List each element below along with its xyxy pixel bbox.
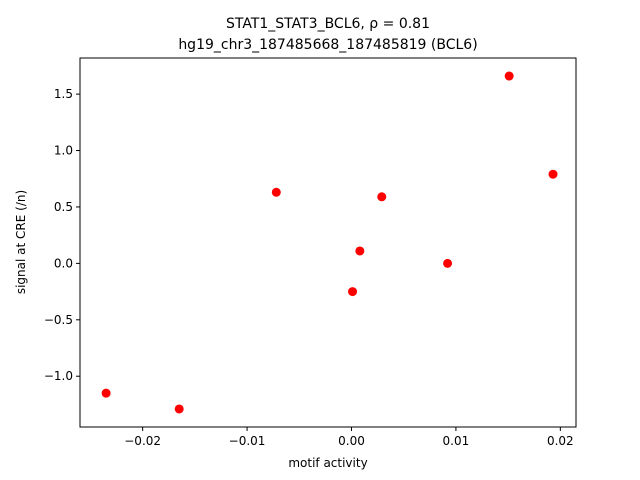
data-point: [174, 404, 184, 414]
x-tick-label: 0.01: [443, 434, 470, 448]
y-tick-label: 1.0: [54, 144, 73, 158]
plot-area-frame: [79, 57, 577, 428]
data-point: [348, 287, 358, 297]
data-point: [101, 388, 111, 398]
y-tick-label: −1.0: [44, 369, 73, 383]
data-points: [101, 71, 558, 414]
chart-title-line1: STAT1_STAT3_BCL6, ρ = 0.81: [226, 16, 430, 32]
data-point: [443, 258, 453, 268]
x-tick-label: −0.01: [229, 434, 266, 448]
x-tick-label: −0.02: [124, 434, 161, 448]
x-axis-label: motif activity: [288, 456, 367, 470]
x-tick-label: 0.02: [547, 434, 574, 448]
data-point: [504, 71, 514, 81]
y-tick-label: −0.5: [44, 313, 73, 327]
data-point: [548, 169, 558, 179]
y-axis-label: signal at CRE (/n): [14, 190, 28, 294]
x-tick-label: 0.00: [338, 434, 365, 448]
data-point: [377, 192, 387, 202]
axis-ticks: −0.02 −0.01 0.00 0.01 0.02 −1.0 −0.5 0.0 0.5 1.0 1…: [44, 87, 574, 448]
y-tick-label: 0.0: [54, 256, 73, 270]
data-point: [355, 246, 365, 256]
y-tick-label: 1.5: [54, 87, 73, 101]
y-tick-label: 0.5: [54, 200, 73, 214]
data-point: [271, 187, 281, 197]
chart-title-line2: hg19_chr3_187485668_187485819 (BCL6): [178, 37, 477, 53]
